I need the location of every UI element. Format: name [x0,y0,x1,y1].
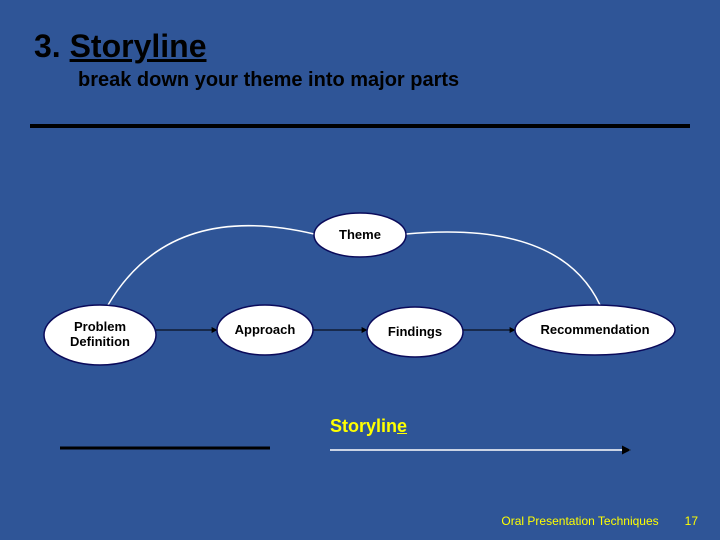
node-approach-label: Approach [220,322,310,337]
storyline-underlined: e [397,416,407,436]
storyline-label: Storyline [330,416,407,437]
node-recommendation-label: Recommendation [520,322,670,337]
footer: Oral Presentation Techniques 17 [501,514,698,528]
node-findings-label: Findings [370,324,460,339]
slide-subtitle: break down your theme into major parts [78,69,686,92]
title-area: 3. Storyline break down your theme into … [34,28,686,92]
node-problem-line2: Definition [50,334,150,349]
horizontal-rule [30,124,690,128]
title-number: 3. [34,28,61,64]
node-problem-label: Problem Definition [50,319,150,349]
storyline-prefix: Storylin [330,416,397,436]
footer-text: Oral Presentation Techniques [501,514,658,528]
page-number: 17 [685,514,698,528]
slide-title: 3. Storyline [34,28,686,65]
title-word: Storyline [70,28,207,64]
node-theme-label: Theme [320,227,400,242]
slide: 3. Storyline break down your theme into … [0,0,720,540]
node-problem-line1: Problem [50,319,150,334]
